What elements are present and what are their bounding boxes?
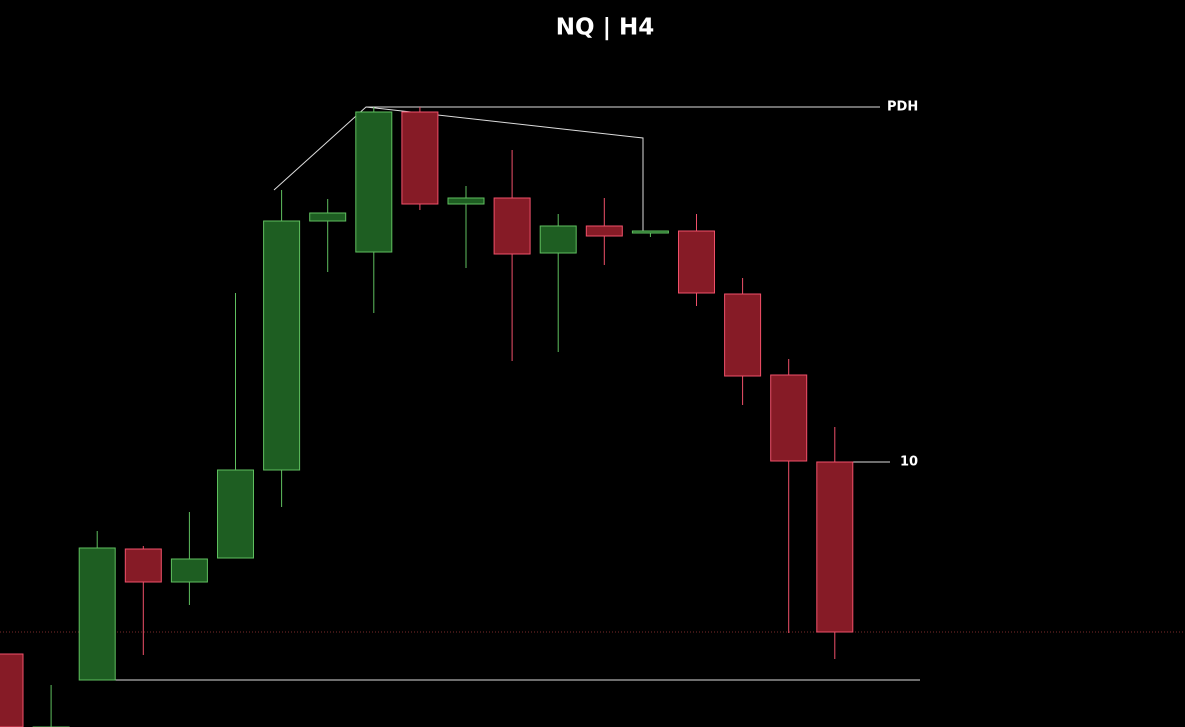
candle-body: [678, 230, 715, 294]
swing-line: [273, 106, 644, 231]
candle-body: [170, 558, 208, 583]
level-label: 10: [900, 455, 918, 470]
candle-body: [309, 212, 347, 222]
candle-body: [770, 374, 808, 462]
candle-body: [124, 548, 162, 583]
candle-body: [355, 111, 393, 253]
chart-title: NQ | H4: [556, 15, 654, 41]
candle-body: [401, 111, 439, 205]
candle-body: [217, 469, 254, 559]
level-label: PDH: [887, 100, 918, 115]
candle-body: [493, 197, 531, 255]
candle-body: [585, 225, 623, 237]
candle-body: [631, 230, 669, 234]
candle-body: [816, 461, 854, 633]
candle-body: [447, 197, 485, 205]
candle-body: [263, 220, 301, 471]
candle-body: [724, 293, 762, 377]
candle-body: [539, 225, 577, 254]
candle-body: [78, 547, 116, 681]
candle-body: [0, 653, 24, 727]
